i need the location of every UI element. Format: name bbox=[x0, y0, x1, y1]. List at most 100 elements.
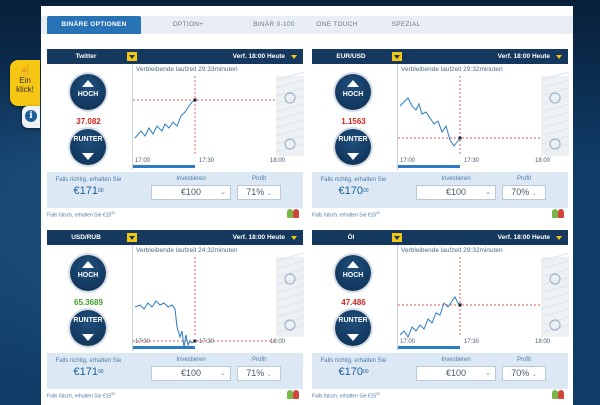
panel-footer: Falls richtig, erhalten Sie €17000 Inves… bbox=[312, 172, 568, 208]
expiry-dropdown-icon[interactable] bbox=[554, 52, 564, 61]
hoch-button[interactable]: HOCH bbox=[335, 74, 371, 110]
current-price: 47.486 bbox=[341, 298, 366, 307]
hatch-line bbox=[275, 308, 304, 318]
hatch-line bbox=[275, 143, 304, 153]
hoch-label: HOCH bbox=[342, 272, 364, 279]
info-icon: i bbox=[25, 110, 37, 122]
panel-footer: Falls richtig, erhalten Sie €17100 Inves… bbox=[47, 172, 303, 208]
invest-select[interactable]: €100 ⌄ bbox=[416, 366, 496, 381]
if-wrong-cents: 00 bbox=[111, 392, 116, 396]
invest-select[interactable]: €100 ⌄ bbox=[151, 366, 231, 381]
zoom-in-icon bbox=[284, 92, 296, 104]
trade-panel-2: EUR/USD Verf. 18:00 Heute HOCH 1.1563 RU… bbox=[312, 49, 569, 227]
asset-name[interactable]: Twitter bbox=[75, 53, 97, 60]
profit-select[interactable]: 71% ⌄ bbox=[237, 185, 281, 200]
runter-button[interactable]: RUNTER bbox=[335, 129, 371, 165]
price-chart: 17:00 17:30 18:00 Verbleibende laufzeit 24… bbox=[132, 245, 304, 351]
invest-value: €100 bbox=[180, 368, 202, 378]
if-wrong-label: Falls falsch, erhalten Sie €15 bbox=[47, 393, 112, 400]
runter-label: RUNTER bbox=[73, 136, 103, 143]
asset-dropdown-icon[interactable] bbox=[392, 233, 402, 242]
tab-spezial[interactable]: SPEZIAL bbox=[391, 21, 421, 28]
remaining-unit: minuten bbox=[214, 247, 238, 254]
profit-select[interactable]: 70% ⌄ bbox=[502, 185, 546, 200]
payout-main: €170 bbox=[338, 366, 363, 378]
invest-select[interactable]: €100 ⌄ bbox=[416, 185, 496, 200]
invest-select[interactable]: €100 ⌄ bbox=[151, 185, 231, 200]
price-marker bbox=[193, 98, 197, 102]
current-price: 37.082 bbox=[76, 117, 101, 126]
traders-icon[interactable] bbox=[552, 390, 566, 399]
asset-name[interactable]: USD/RUB bbox=[71, 234, 101, 241]
hatch-line bbox=[275, 300, 304, 310]
runter-button[interactable]: RUNTER bbox=[70, 310, 106, 346]
expiry-dropdown-icon[interactable] bbox=[289, 52, 299, 61]
profit-label: Profit bbox=[516, 176, 531, 182]
tab-binaer-0-100[interactable]: BINÄR 0-100 bbox=[253, 21, 295, 28]
hatch-line bbox=[275, 292, 304, 302]
expiry-label[interactable]: Verf. 18:00 Heute bbox=[232, 234, 285, 241]
hatch-line bbox=[275, 324, 304, 334]
asset-name[interactable]: EUR/USD bbox=[336, 53, 366, 60]
panel-footer: Falls richtig, erhalten Sie €17000 Inves… bbox=[312, 353, 568, 389]
payout-amount: €17000 bbox=[312, 366, 395, 378]
runter-label: RUNTER bbox=[338, 136, 368, 143]
asset-dropdown-icon[interactable] bbox=[392, 52, 402, 61]
one-click-tab[interactable]: ☝ Ein klick! bbox=[10, 60, 40, 106]
hoch-button[interactable]: HOCH bbox=[70, 255, 106, 291]
if-right-label: Falls richtig, erhalten Sie bbox=[320, 177, 387, 183]
hatch-line bbox=[540, 276, 569, 286]
expiry-label[interactable]: Verf. 18:00 Heute bbox=[497, 234, 550, 241]
x-tick-label: 18:00 bbox=[535, 158, 551, 164]
remaining-unit: minuten bbox=[479, 66, 503, 73]
invest-label: Investieren bbox=[441, 357, 471, 363]
progress-bar bbox=[398, 346, 460, 349]
traders-icon[interactable] bbox=[287, 209, 301, 218]
payout-cents: 00 bbox=[97, 369, 104, 375]
runter-button[interactable]: RUNTER bbox=[335, 310, 371, 346]
profit-select[interactable]: 71% ⌄ bbox=[237, 366, 281, 381]
trade-buttons: HOCH 1.1563 RUNTER bbox=[312, 64, 395, 170]
hatch-line bbox=[275, 316, 304, 326]
x-tick-label: 18:00 bbox=[535, 339, 551, 345]
arrow-down-icon bbox=[82, 334, 94, 341]
hatch-line bbox=[275, 87, 304, 97]
expiry-dropdown-icon[interactable] bbox=[289, 233, 299, 242]
expiry-label[interactable]: Verf. 18:00 Heute bbox=[232, 53, 285, 60]
hoch-button[interactable]: HOCH bbox=[335, 255, 371, 291]
expiry-label[interactable]: Verf. 18:00 Heute bbox=[497, 53, 550, 60]
payout-amount: €17000 bbox=[312, 185, 395, 197]
tab-option-plus[interactable]: OPTION+ bbox=[172, 21, 204, 28]
hatch-line bbox=[540, 284, 569, 294]
remaining-label: Verbleibende laufzeit bbox=[136, 66, 197, 73]
trade-buttons: HOCH 65.3689 RUNTER bbox=[47, 245, 130, 351]
tab-one-touch[interactable]: ONE TOUCH bbox=[316, 21, 358, 28]
tab-binaere-optionen[interactable]: BINÄRE OPTIONEN bbox=[47, 16, 141, 34]
if-right-label: Falls richtig, erhalten Sie bbox=[55, 358, 122, 364]
progress-bar bbox=[133, 346, 195, 349]
trade-buttons: HOCH 37.082 RUNTER bbox=[47, 64, 130, 170]
payout-main: €171 bbox=[73, 185, 98, 197]
zoom-in-icon bbox=[284, 273, 296, 285]
asset-name[interactable]: Öl bbox=[347, 234, 355, 241]
hoch-label: HOCH bbox=[77, 272, 99, 279]
remaining-value: 29:33 bbox=[198, 66, 215, 73]
if-wrong-cents: 00 bbox=[376, 211, 381, 215]
traders-icon[interactable] bbox=[287, 390, 301, 399]
current-price: 65.3689 bbox=[74, 298, 103, 307]
hatch-line bbox=[275, 119, 304, 129]
expiry-dropdown-icon[interactable] bbox=[554, 233, 564, 242]
info-tab[interactable]: i bbox=[22, 106, 40, 128]
invest-label: Investieren bbox=[176, 176, 206, 182]
chart-svg: 17:00 17:30 18:00 bbox=[133, 71, 304, 168]
hoch-button[interactable]: HOCH bbox=[70, 74, 106, 110]
traders-icon[interactable] bbox=[552, 209, 566, 218]
asset-dropdown-icon[interactable] bbox=[127, 233, 137, 242]
if-wrong-cents: 00 bbox=[111, 211, 116, 215]
hoch-label: HOCH bbox=[342, 91, 364, 98]
asset-dropdown-icon[interactable] bbox=[127, 52, 137, 61]
profit-select[interactable]: 70% ⌄ bbox=[502, 366, 546, 381]
payout-cents: 00 bbox=[362, 188, 369, 194]
runter-button[interactable]: RUNTER bbox=[70, 129, 106, 165]
arrow-up-icon bbox=[82, 80, 94, 87]
